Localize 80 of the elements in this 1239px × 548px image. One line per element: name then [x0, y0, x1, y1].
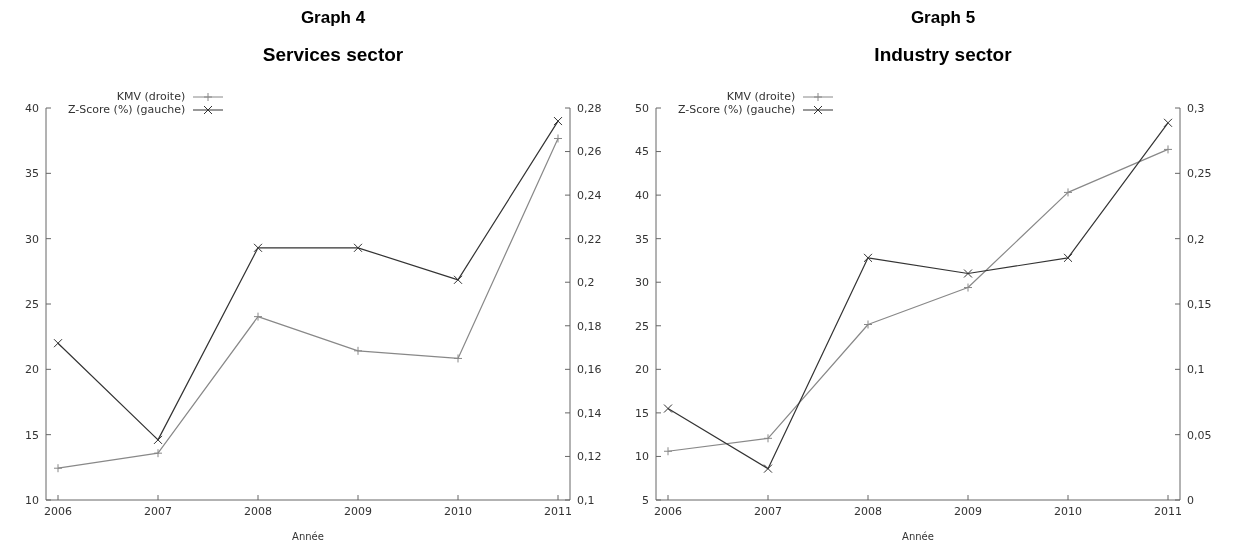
point	[863, 253, 873, 263]
point	[963, 283, 973, 293]
y-tick-label: 35	[635, 232, 649, 246]
point	[763, 464, 773, 474]
y-tick-label: 35	[25, 167, 39, 181]
point	[353, 346, 363, 356]
point	[763, 433, 773, 443]
x-tick-label: 2008	[244, 504, 272, 518]
y-tick-label: 40	[25, 101, 39, 115]
point	[1063, 253, 1073, 263]
y2-tick-label: 0,05	[1187, 428, 1212, 442]
y2-tick-label: 0,26	[577, 145, 602, 159]
y-tick-label: 10	[25, 493, 39, 507]
point	[453, 353, 463, 363]
y-tick-label: 30	[635, 276, 649, 290]
y-tick-label: 10	[635, 450, 649, 464]
point	[663, 404, 673, 414]
point	[863, 320, 873, 330]
y-tick-label: 50	[635, 101, 649, 115]
y-tick-label: 5	[642, 493, 649, 507]
y2-tick-label: 0,12	[577, 450, 602, 464]
x-axis-title: Année	[902, 531, 934, 542]
x-tick-label: 2008	[854, 504, 882, 518]
point	[963, 269, 973, 279]
y2-tick-label: 0,18	[577, 319, 602, 333]
y2-tick-label: 0	[1187, 493, 1194, 507]
point	[663, 446, 673, 456]
point	[153, 435, 163, 445]
y2-tick-label: 0,2	[1187, 232, 1205, 246]
x-tick-label: 2011	[1154, 504, 1182, 518]
y-tick-label: 15	[635, 406, 649, 420]
x-tick-label: 2011	[544, 504, 572, 518]
point	[453, 275, 463, 285]
x-tick-label: 2006	[44, 504, 72, 518]
x-tick-label: 2009	[344, 504, 372, 518]
point	[353, 243, 363, 253]
y-tick-label: 30	[25, 232, 39, 246]
x-tick-label: 2010	[1054, 504, 1082, 518]
y-tick-label: 45	[635, 145, 649, 159]
legend-label: Z-Score (%) (gauche)	[678, 103, 796, 116]
y2-tick-label: 0,25	[1187, 167, 1212, 181]
y2-tick-label: 0,24	[577, 189, 602, 203]
x-axis-title: Année	[292, 531, 324, 542]
point	[253, 243, 263, 253]
y2-tick-label: 0,2	[577, 276, 595, 290]
y2-tick-label: 0,1	[577, 493, 595, 507]
y2-tick-label: 0,28	[577, 101, 602, 115]
point	[553, 133, 563, 143]
y-tick-label: 15	[25, 428, 39, 442]
y-tick-label: 20	[635, 363, 649, 377]
y-tick-label: 40	[635, 189, 649, 203]
point	[53, 338, 63, 348]
x-tick-label: 2010	[444, 504, 472, 518]
point	[253, 312, 263, 322]
x-tick-label: 2006	[654, 504, 682, 518]
y-tick-label: 25	[635, 319, 649, 333]
point	[1163, 144, 1173, 154]
chart-title: Graph 5	[909, 8, 977, 29]
point	[53, 463, 63, 473]
point	[553, 116, 563, 126]
x-tick-label: 2007	[754, 504, 782, 518]
chart-subtitle: Industry sector	[873, 44, 1013, 67]
y-tick-label: 25	[25, 297, 39, 311]
y2-tick-label: 0,22	[577, 232, 602, 246]
legend-label: KMV (droite)	[726, 90, 796, 103]
y2-tick-label: 0,1	[1187, 363, 1205, 377]
x-tick-label: 2009	[954, 504, 982, 518]
point	[1163, 118, 1173, 128]
point	[1063, 187, 1073, 197]
y2-tick-label: 0,16	[577, 363, 602, 377]
y-tick-label: 20	[25, 363, 39, 377]
y2-tick-label: 0,15	[1187, 297, 1212, 311]
x-tick-label: 2007	[144, 504, 172, 518]
chart-subtitle: Services sector	[261, 44, 405, 67]
y2-tick-label: 0,14	[577, 406, 602, 420]
legend-label: Z-Score (%) (gauche)	[68, 103, 186, 116]
point	[153, 448, 163, 458]
chart-title: Graph 4	[299, 8, 367, 29]
legend-label: KMV (droite)	[116, 90, 186, 103]
y2-tick-label: 0,3	[1187, 101, 1205, 115]
